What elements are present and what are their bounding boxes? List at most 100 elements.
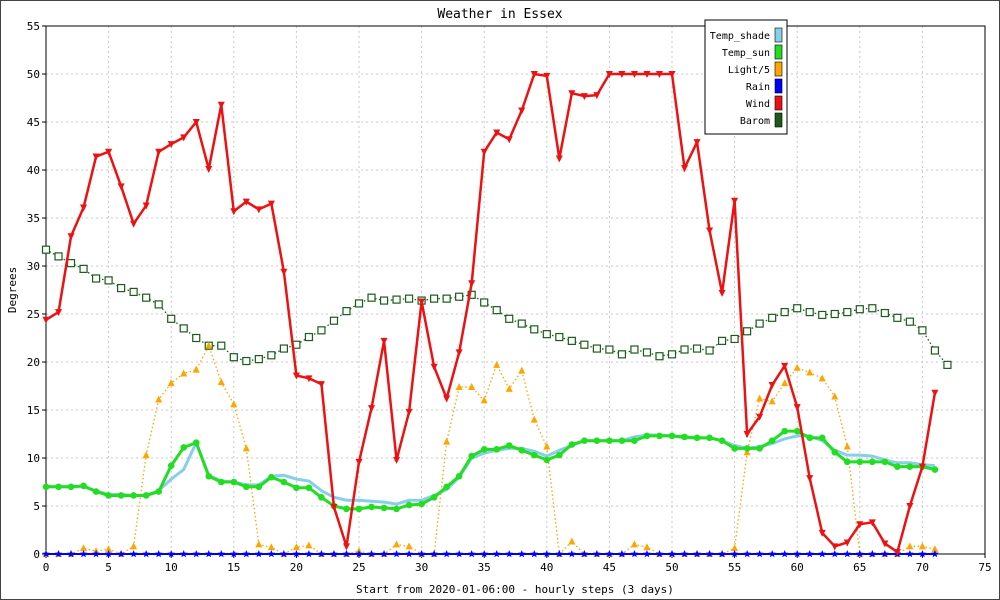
data-point	[255, 483, 263, 491]
data-point	[317, 550, 326, 558]
data-point	[505, 442, 513, 449]
data-point	[530, 325, 539, 334]
data-point	[192, 439, 200, 446]
data-point	[530, 550, 539, 558]
data-point	[242, 550, 251, 558]
legend-label: Temp_shade	[710, 31, 770, 42]
data-point	[793, 404, 801, 412]
data-point	[205, 472, 213, 480]
data-point	[618, 550, 626, 558]
data-point	[480, 148, 488, 156]
data-point	[768, 437, 776, 445]
data-point	[856, 521, 864, 529]
y-axis-label: Degrees	[6, 267, 19, 313]
data-point	[367, 550, 376, 558]
data-point	[254, 355, 263, 364]
data-point	[630, 550, 639, 558]
data-point	[492, 306, 501, 315]
data-point	[129, 287, 138, 297]
data-point	[693, 434, 701, 442]
data-point	[618, 71, 626, 78]
data-point	[368, 503, 375, 511]
data-point	[230, 208, 238, 216]
data-point	[768, 397, 776, 405]
plot-area-border	[45, 25, 986, 555]
data-point	[580, 93, 588, 101]
data-point	[267, 351, 276, 360]
data-point	[91, 274, 101, 283]
data-point	[918, 463, 926, 471]
data-point	[455, 349, 463, 357]
data-point	[217, 378, 225, 386]
data-point	[330, 503, 338, 511]
data-point	[167, 379, 175, 387]
data-point	[42, 316, 50, 324]
legend: Temp_shade Temp_sun Light/5 Rain Wind Barom	[704, 19, 788, 135]
data-point	[480, 396, 488, 404]
data-point	[180, 444, 188, 451]
x-tick-label: 20	[290, 561, 303, 574]
data-point	[92, 153, 100, 161]
data-point	[342, 307, 351, 316]
data-point	[217, 341, 226, 350]
x-tick-label: 55	[728, 561, 741, 574]
data-point	[856, 550, 864, 558]
data-point	[668, 71, 676, 78]
data-point	[843, 550, 852, 558]
data-point	[593, 437, 601, 445]
data-point	[405, 550, 413, 558]
data-point	[54, 550, 63, 558]
y-tick-label: 15	[27, 404, 40, 417]
data-point	[555, 332, 564, 342]
data-point	[230, 400, 238, 408]
data-point	[468, 382, 476, 390]
data-point	[805, 307, 814, 317]
data-point	[593, 92, 601, 100]
data-point	[142, 293, 151, 302]
data-point	[856, 458, 864, 466]
data-point	[142, 451, 150, 459]
data-point	[868, 519, 876, 527]
data-point	[781, 379, 789, 387]
data-point	[730, 550, 739, 558]
data-point	[743, 445, 751, 452]
data-point	[317, 381, 325, 389]
data-point	[305, 541, 313, 549]
series-line	[46, 429, 936, 511]
data-point	[404, 294, 414, 303]
data-point	[92, 488, 100, 495]
y-tick-label: 45	[27, 116, 40, 129]
data-point	[467, 290, 476, 299]
data-point	[155, 395, 163, 403]
series-line	[45, 72, 937, 555]
data-point	[567, 336, 576, 345]
data-point	[731, 445, 738, 452]
data-point	[167, 314, 176, 323]
data-point	[305, 375, 313, 383]
data-point	[843, 539, 851, 547]
data-point	[442, 294, 451, 303]
data-point	[930, 346, 940, 355]
y-tick-label: 50	[27, 68, 40, 81]
data-point	[643, 550, 651, 558]
data-point	[881, 540, 889, 548]
data-point	[706, 434, 713, 442]
data-point	[618, 437, 626, 445]
data-point	[167, 141, 175, 149]
data-point	[430, 550, 438, 558]
data-point	[280, 268, 288, 276]
data-point	[642, 348, 652, 357]
data-point	[906, 542, 914, 550]
data-point	[517, 550, 526, 558]
data-point	[781, 427, 788, 435]
data-point	[743, 327, 752, 336]
data-point	[931, 389, 939, 397]
data-point	[130, 542, 138, 550]
data-point	[192, 550, 201, 558]
data-point	[818, 434, 826, 442]
data-point	[142, 550, 150, 558]
data-point	[242, 444, 250, 452]
data-point	[66, 259, 76, 268]
data-point	[617, 350, 627, 359]
data-point	[756, 394, 764, 402]
